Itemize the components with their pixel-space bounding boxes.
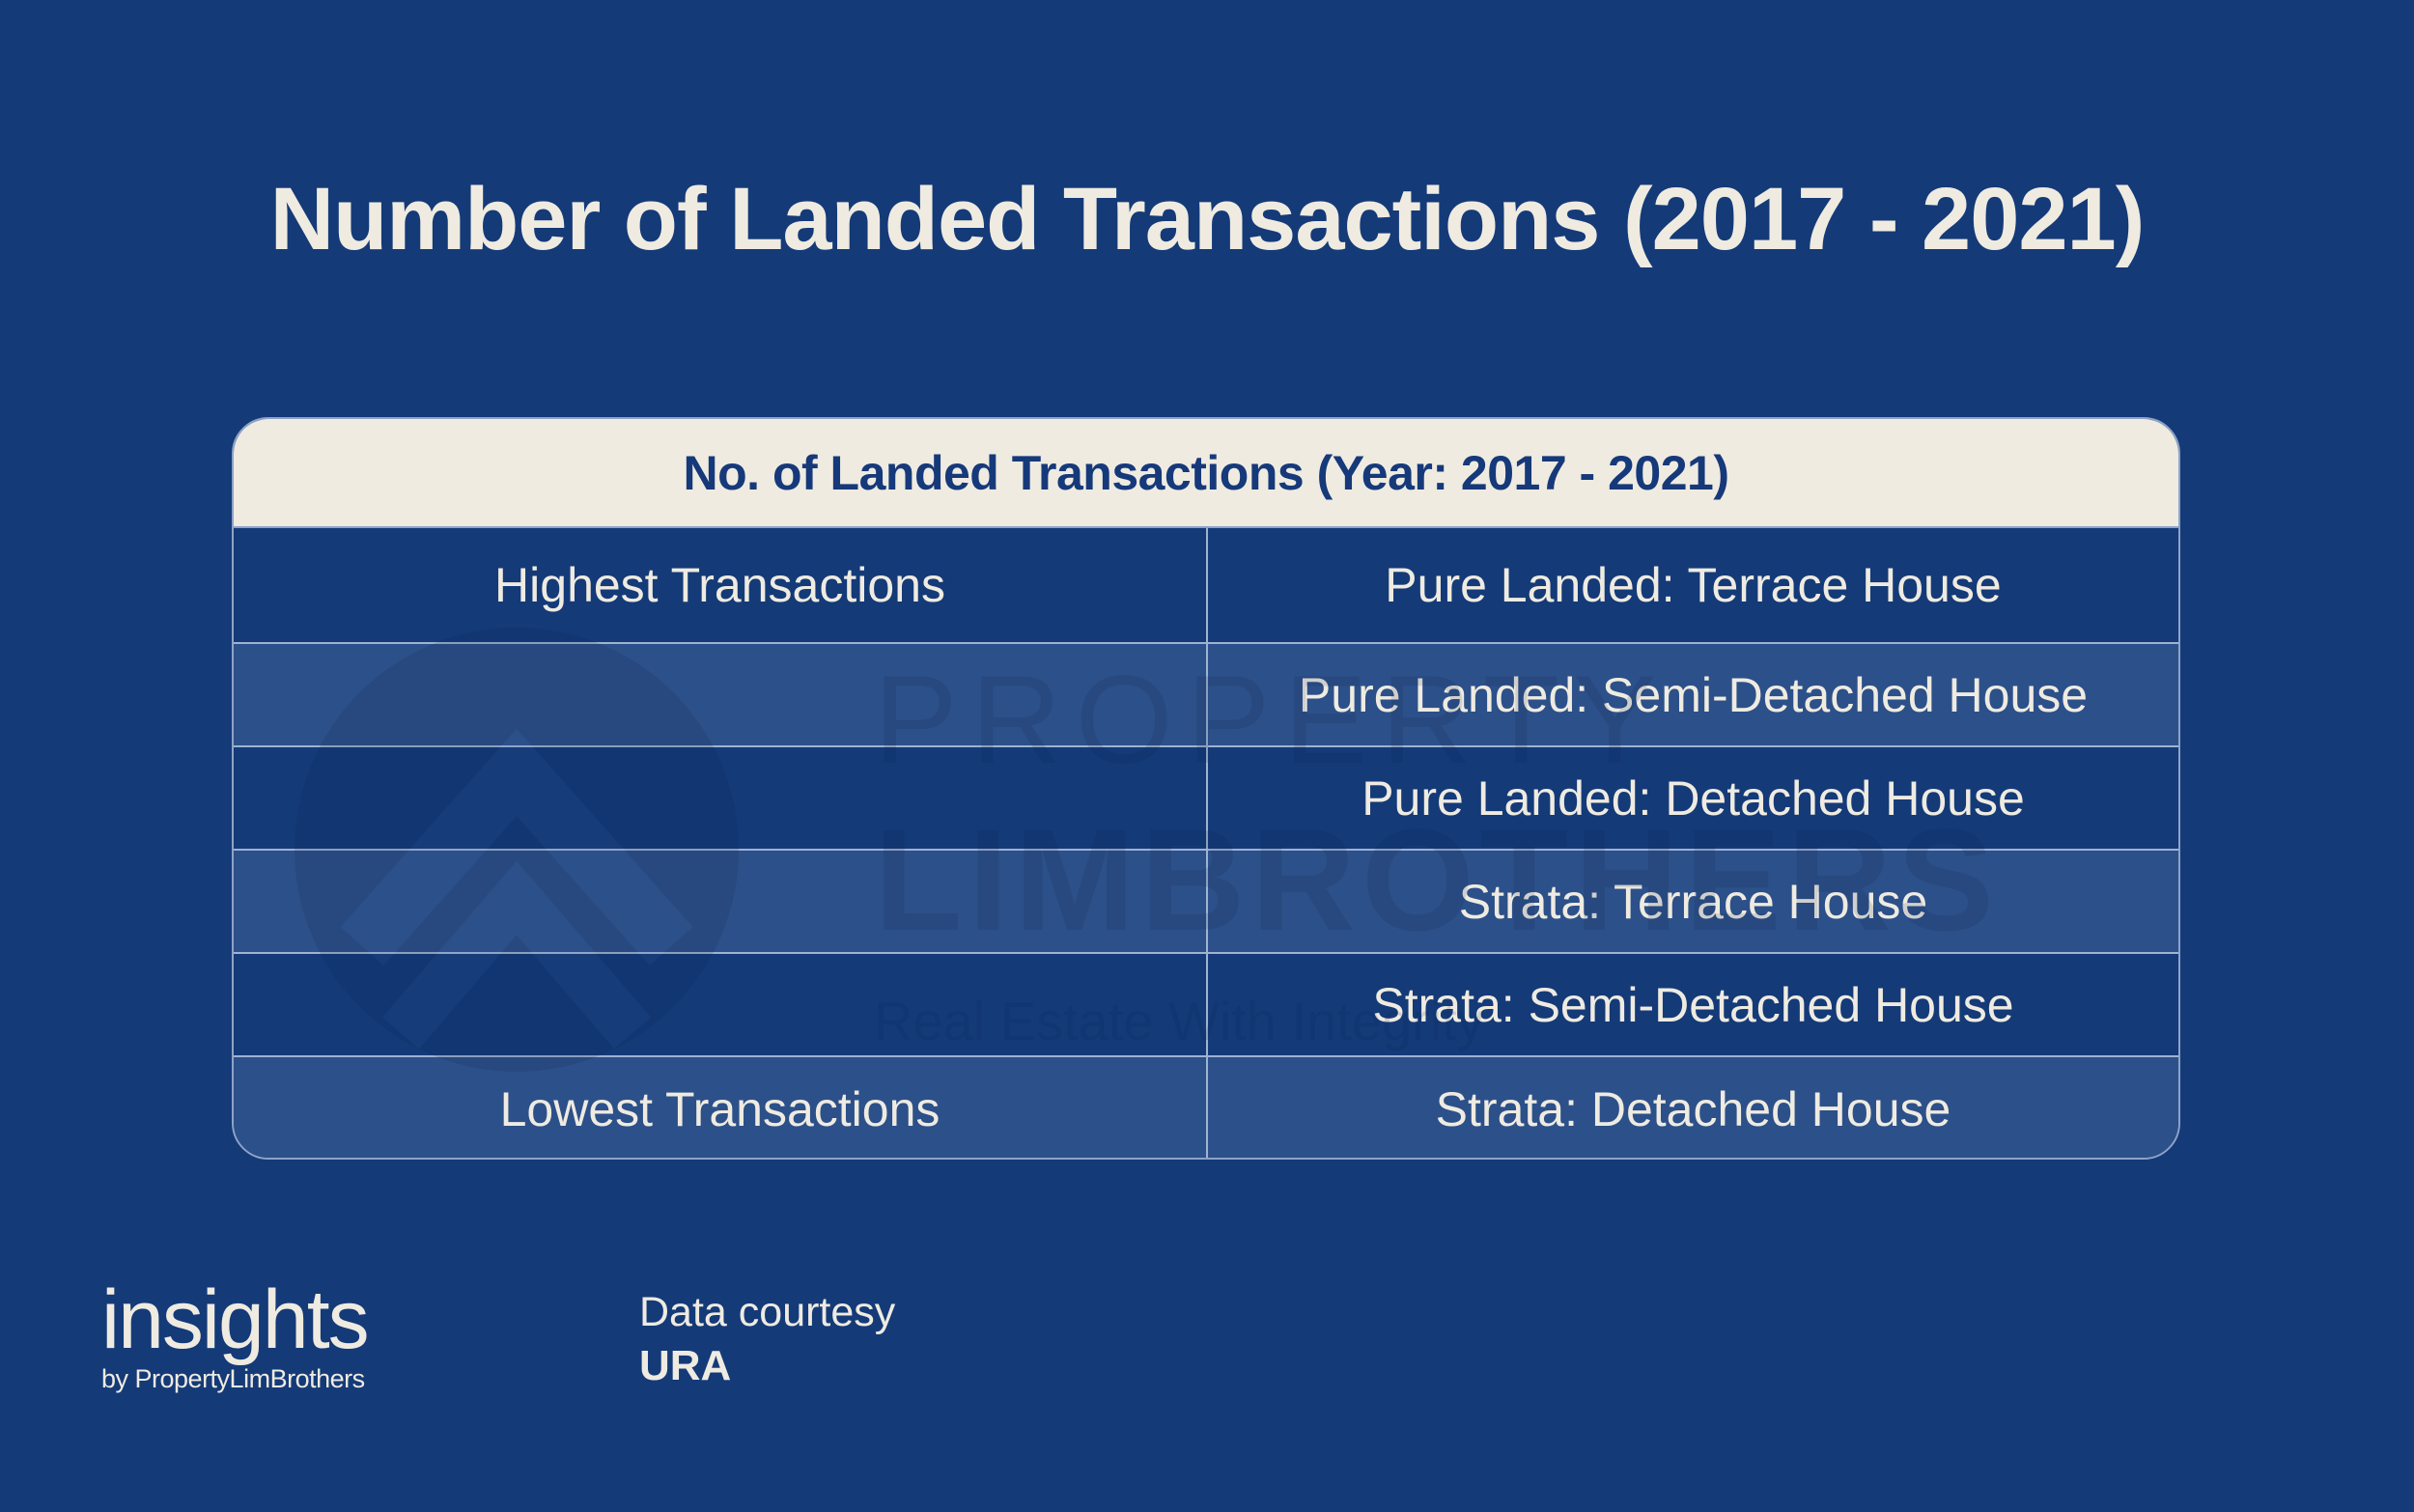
- rank-cell: [234, 851, 1208, 952]
- rank-cell: [234, 644, 1208, 745]
- table-row: Pure Landed: Detached House: [234, 747, 2178, 851]
- rank-cell: Highest Transactions: [234, 528, 1208, 642]
- property-type-cell: Pure Landed: Terrace House: [1385, 558, 2002, 612]
- data-source: URA: [639, 1342, 732, 1389]
- property-type-cell: Strata: Detached House: [1435, 1082, 1951, 1136]
- table-header: No. of Landed Transactions (Year: 2017 -…: [234, 419, 2178, 528]
- property-type-cell: Strata: Semi-Detached House: [1372, 977, 2014, 1032]
- page-title: Number of Landed Transactions (2017 - 20…: [269, 170, 2146, 268]
- property-type-cell: Strata: Terrace House: [1458, 874, 1928, 929]
- property-type-cell: Pure Landed: Semi-Detached House: [1298, 667, 2089, 722]
- brand-byline: by PropertyLimBrothers: [101, 1364, 365, 1393]
- table-row: Lowest Transactions Strata: Detached Hou…: [234, 1057, 2178, 1158]
- table-row: Strata: Terrace House: [234, 851, 2178, 954]
- rank-cell: [234, 954, 1208, 1055]
- rank-cell: [234, 747, 1208, 849]
- rank-cell: Lowest Transactions: [234, 1057, 1208, 1158]
- table-row: Pure Landed: Semi-Detached House: [234, 644, 2178, 747]
- brand-logo: insights: [101, 1274, 370, 1366]
- table-row: Highest Transactions Pure Landed: Terrac…: [234, 528, 2178, 644]
- transactions-table: No. of Landed Transactions (Year: 2017 -…: [232, 417, 2180, 1160]
- table-row: Strata: Semi-Detached House: [234, 954, 2178, 1057]
- property-type-cell: Pure Landed: Detached House: [1361, 770, 2025, 826]
- data-courtesy-label: Data courtesy: [639, 1289, 896, 1335]
